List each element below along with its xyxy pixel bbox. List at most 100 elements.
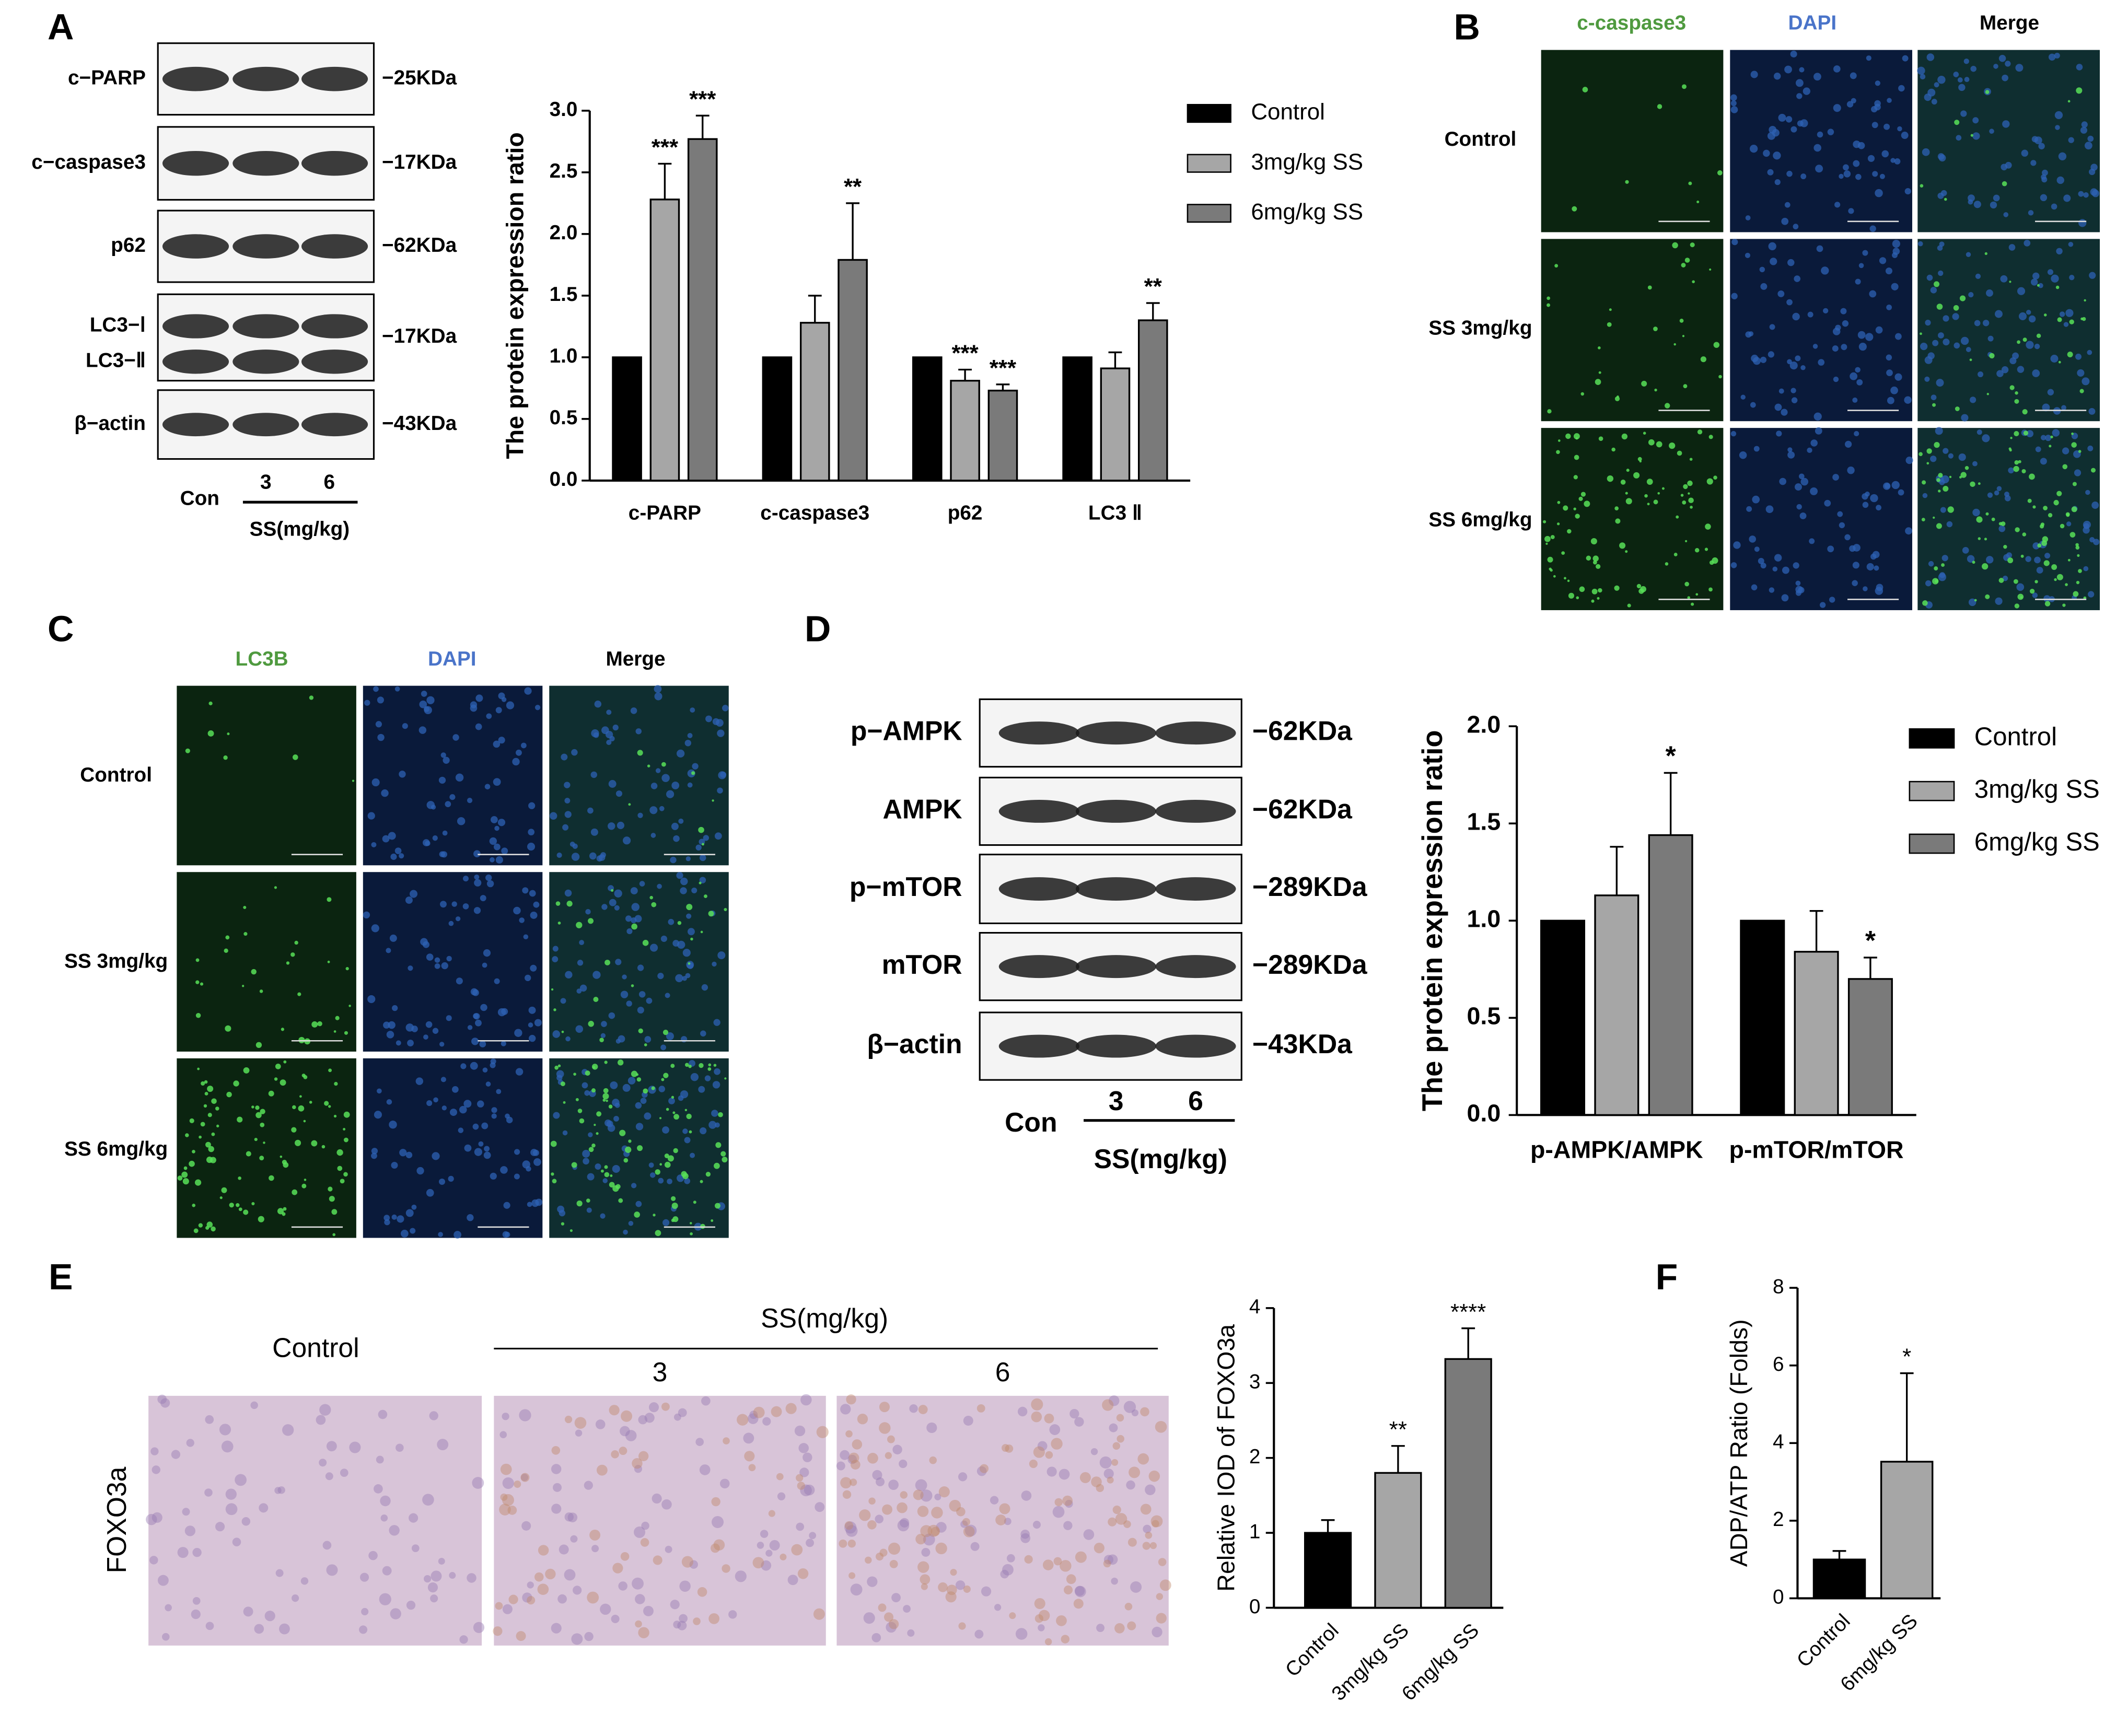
micrograph-texture [2013,579,2018,584]
micrograph-texture [292,754,298,760]
micrograph-texture [573,1586,582,1595]
micrograph-texture [191,1609,201,1620]
micrograph-texture [2014,431,2019,437]
micrograph-texture [670,1064,675,1068]
micrograph-texture [604,1165,608,1169]
micrograph-texture [1791,388,1796,393]
micrograph-texture [400,1229,409,1238]
micrograph-texture [564,1415,573,1424]
micrograph-texture [639,881,645,887]
micrograph-texture [618,1035,625,1043]
micrograph-texture [1857,331,1866,339]
bar [762,356,793,482]
micrograph-texture [1930,456,1937,462]
micrograph-texture [1996,370,2004,377]
micrograph-texture [2076,580,2080,585]
micrograph-texture [631,984,634,987]
micrograph-texture [1996,486,2002,491]
micrograph-texture [452,734,459,741]
micrograph-texture [712,961,717,967]
micrograph-texture [1793,224,1799,230]
micrograph-texture [673,1621,681,1629]
micrograph-texture [504,1231,510,1238]
micrograph-texture [571,749,578,756]
micrograph-texture [1935,427,1943,435]
micrograph-texture [1987,492,1993,498]
micrograph-texture [2009,281,2012,283]
micrograph-texture [1140,1407,1149,1417]
micrograph-texture [1948,453,1954,459]
micrograph-texture [332,1233,336,1237]
micrograph-texture [604,1172,610,1178]
micrograph-texture [2043,506,2048,510]
micrograph-texture [221,1187,227,1193]
micrograph-texture [1833,104,1841,112]
micrograph-texture [1687,596,1691,599]
micrograph-texture [1869,290,1877,298]
micrograph-texture [402,723,408,729]
micrograph-texture [1886,354,1892,361]
legend-swatch [1187,204,1231,223]
micrograph-texture [1626,469,1630,472]
micrograph-texture [219,1196,223,1199]
micrograph-texture [389,1525,400,1536]
micrograph-texture [367,995,376,1004]
micrograph-texture [410,1228,416,1234]
micrograph-texture [206,1221,213,1228]
micrograph-texture [663,1073,669,1078]
micrograph-texture [698,1086,705,1093]
micrograph-texture [635,1073,639,1076]
micrograph-texture [1954,342,1960,349]
micrograph-texture [552,1179,557,1184]
micrograph-texture [2031,136,2038,143]
column-header: LC3B [235,648,288,670]
micrograph-texture [722,1564,730,1573]
micrograph-texture [2015,391,2018,395]
micrograph-texture [875,1514,884,1524]
y-tick-label: 1.5 [550,283,578,306]
micrograph-texture [743,1432,754,1444]
micrograph-texture [2059,311,2065,317]
micrograph-texture [521,742,527,749]
micrograph-texture [1832,474,1839,481]
blot-band [1155,1034,1236,1058]
micrograph-texture [693,1617,701,1625]
micrograph-texture [211,1098,217,1104]
micrograph-texture [1066,1574,1076,1584]
micrograph-texture [484,1146,490,1152]
micrograph-texture [806,1539,814,1547]
micrograph-texture [685,1063,689,1067]
micrograph-texture [1943,448,1949,454]
micrograph-texture [2054,578,2057,581]
blot-size: −43KDa [382,412,457,435]
micrograph-texture [432,1152,440,1160]
micrograph-texture [2009,357,2017,365]
micrograph-texture [237,1116,243,1123]
blot-band [998,955,1079,978]
blot-band [1075,1034,1157,1058]
micrograph-texture [1750,71,1758,78]
micrograph-texture [647,764,650,767]
micrograph-texture [1073,1599,1084,1609]
micrograph-texture [1966,252,1971,257]
micrograph-texture [473,1622,485,1633]
micrograph-texture [689,1130,692,1134]
micrograph-texture [378,1409,388,1419]
significance: **** [1450,1299,1486,1325]
micrograph-texture [2045,435,2052,441]
micrograph-texture [701,1396,711,1406]
micrograph-texture [205,1141,211,1148]
micrograph-texture [649,1402,659,1413]
micrograph-texture [2065,309,2074,317]
y-tick-label: 1.5 [1467,808,1501,835]
micrograph-texture [691,887,697,893]
significance: *** [652,135,679,160]
micrograph-texture [995,1514,1006,1525]
micrograph-texture [199,1135,202,1139]
micrograph-texture [1958,453,1966,461]
micrograph-texture [638,1627,649,1638]
micrograph-texture [1800,173,1807,180]
micrograph-texture [1892,239,1900,248]
micrograph-texture [368,1551,378,1560]
micrograph-texture [1687,480,1693,486]
